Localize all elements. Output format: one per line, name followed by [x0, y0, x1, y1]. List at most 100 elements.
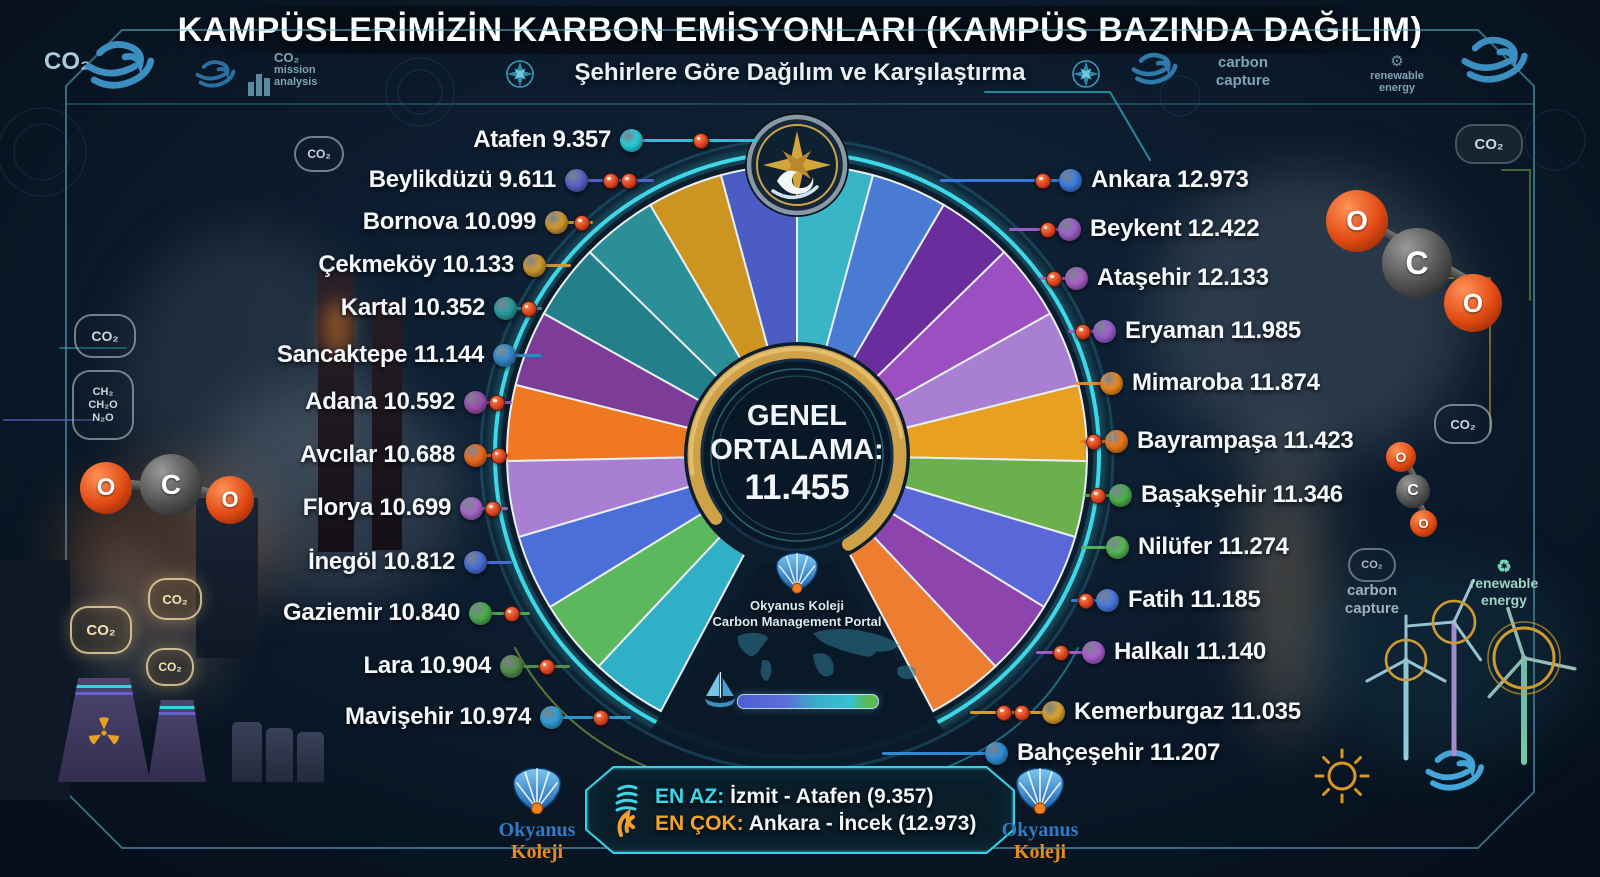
campus-connector-line [1075, 381, 1101, 385]
co2-cloud: CO₂ [294, 136, 344, 172]
co2-cloud: CO₂ [1348, 548, 1396, 582]
stack-fire [322, 300, 352, 356]
wave-icon [1134, 55, 1175, 82]
campus-connector-line [940, 178, 1060, 182]
campus-row-Mimaroba: Mimaroba 11.874 [1100, 369, 1320, 397]
campus-row-Bahçeşehir: Bahçeşehir 11.207 [985, 739, 1220, 767]
co2-cloud: CO₂ [1455, 124, 1523, 164]
connector-node-icon [996, 705, 1013, 721]
campus-connector-line [515, 353, 541, 357]
campus-row-Bayrampaşa: Bayrampaşa 11.423 [1105, 427, 1354, 455]
compass-icon [506, 60, 534, 88]
campus-row-Beylikdüzü: Beylikdüzü 9.611 [369, 166, 588, 194]
recycle-icon: ♻ [1496, 557, 1512, 576]
connector-node-icon [1086, 434, 1102, 450]
svg-text:ORTALAMA:: ORTALAMA: [710, 434, 883, 466]
okyanus-logo-right: Okyanus Koleji [995, 767, 1085, 863]
campus-row-Bornova: Bornova 10.099 [363, 208, 568, 236]
campus-row-Eryaman: Eryaman 11.985 [1093, 317, 1301, 345]
connector-node-icon [489, 395, 506, 411]
connector-node-icon [593, 710, 610, 726]
campus-label: Bahçeşehir 11.207 [1017, 739, 1221, 766]
campus-label: Bayrampaşa 11.423 [1137, 427, 1354, 454]
campus-label: Ataşehir 12.133 [1097, 264, 1269, 291]
connector-node-icon [1052, 645, 1069, 661]
co2-molecule: O C O [80, 440, 280, 540]
campus-dot [1100, 371, 1123, 395]
campus-dot [1106, 535, 1129, 559]
campus-label: Nilüfer 11.274 [1138, 533, 1289, 560]
campus-dot [540, 705, 563, 729]
campus-row-Başakşehir: Başakşehir 11.346 [1109, 481, 1343, 509]
campus-connector-line [545, 263, 571, 267]
connector-node-icon [503, 606, 520, 622]
campus-row-Sancaktepe: Sancaktepe 11.144 [277, 341, 516, 369]
radiation-icon [88, 717, 120, 745]
stats-box: EN AZ: İzmit - Atafen (9.357) EN ÇOK: An… [585, 766, 1015, 854]
campus-row-Florya: Florya 10.699 [303, 494, 483, 522]
connector-node-icon [1046, 271, 1062, 287]
campus-row-Halkalı: Halkalı 11.140 [1082, 638, 1266, 666]
campus-dot [1058, 217, 1081, 241]
city-glow [1300, 560, 1580, 760]
campus-connector-line [1009, 227, 1059, 231]
campus-row-Gaziemir: Gaziemir 10.840 [283, 599, 492, 627]
gas-cloud: CH₂ CH₂O N₂O [72, 370, 134, 440]
connector-node-icon [1078, 593, 1095, 609]
connector-node-icon [692, 133, 709, 149]
campus-dot [1082, 640, 1105, 664]
storage-tank [297, 732, 324, 782]
campus-dot [500, 654, 523, 678]
wheel-center-text: GENEL ORTALAMA: 11.455 [710, 400, 883, 507]
max-stat: EN ÇOK: Ankara - İncek (12.973) [655, 811, 977, 835]
connector-node-icon [490, 448, 507, 464]
campus-label: Başakşehir 11.346 [1141, 481, 1343, 508]
campus-row-Nilüfer: Nilüfer 11.274 [1106, 533, 1289, 561]
campus-label: Eryaman 11.985 [1125, 317, 1301, 344]
connector-node-icon [520, 301, 537, 317]
campus-row-Beykent: Beykent 12.422 [1058, 215, 1260, 243]
campus-dot [460, 496, 483, 520]
connector-node-icon [603, 173, 620, 189]
building-silhouette [0, 560, 70, 800]
sun-icon [1314, 748, 1370, 804]
campus-row-Çekmeköy: Çekmeköy 10.133 [318, 251, 546, 279]
wave-icon [195, 60, 236, 88]
campus-label: Mavişehir 10.974 [345, 703, 531, 730]
co2-cloud: CO₂ [146, 648, 194, 686]
campus-dot [545, 210, 568, 234]
campus-label: Gaziemir 10.840 [283, 599, 460, 626]
emissions-wheel: GENEL ORTALAMA: 11.455 [479, 113, 1115, 773]
campus-dot [1059, 168, 1082, 192]
connector-node-icon [1075, 324, 1092, 340]
carbon-capture-caption: carbon capture [1344, 582, 1400, 617]
campus-dot [1093, 319, 1116, 343]
campus-label: Fatih 11.185 [1128, 586, 1261, 613]
co2-molecule: O C O [1320, 182, 1520, 332]
campus-dot [1065, 266, 1088, 290]
campus-label: Kartal 10.352 [340, 294, 486, 321]
gear-icon: ⚙ [1390, 53, 1404, 70]
campus-connector-line [882, 751, 986, 755]
campus-row-Ankara: Ankara 12.973 [1059, 166, 1249, 194]
wind-turbines [1365, 578, 1577, 765]
campus-dot [464, 443, 487, 467]
campus-dot [1096, 588, 1119, 612]
campus-row-Adana: Adana 10.592 [305, 388, 487, 416]
campus-label: Bornova 10.099 [362, 208, 537, 235]
shell-logo [1015, 767, 1065, 815]
smokestack [318, 272, 354, 552]
compass-icon [1072, 60, 1100, 88]
campus-label: Ankara 12.973 [1091, 166, 1249, 193]
campus-label: Sancaktepe 11.144 [276, 341, 484, 368]
campus-label: Florya 10.699 [302, 494, 452, 521]
campus-dot [464, 550, 487, 574]
portal-caption: Okyanus Koleji Carbon Management Portal [712, 598, 882, 629]
bar-chart-icon [248, 74, 270, 96]
connector-node-icon [621, 173, 638, 189]
campus-connector-line [486, 560, 512, 564]
min-stat: EN AZ: İzmit - Atafen (9.357) [655, 784, 934, 808]
campus-row-Lara: Lara 10.904 [364, 652, 523, 680]
compass-emblem [745, 113, 849, 217]
